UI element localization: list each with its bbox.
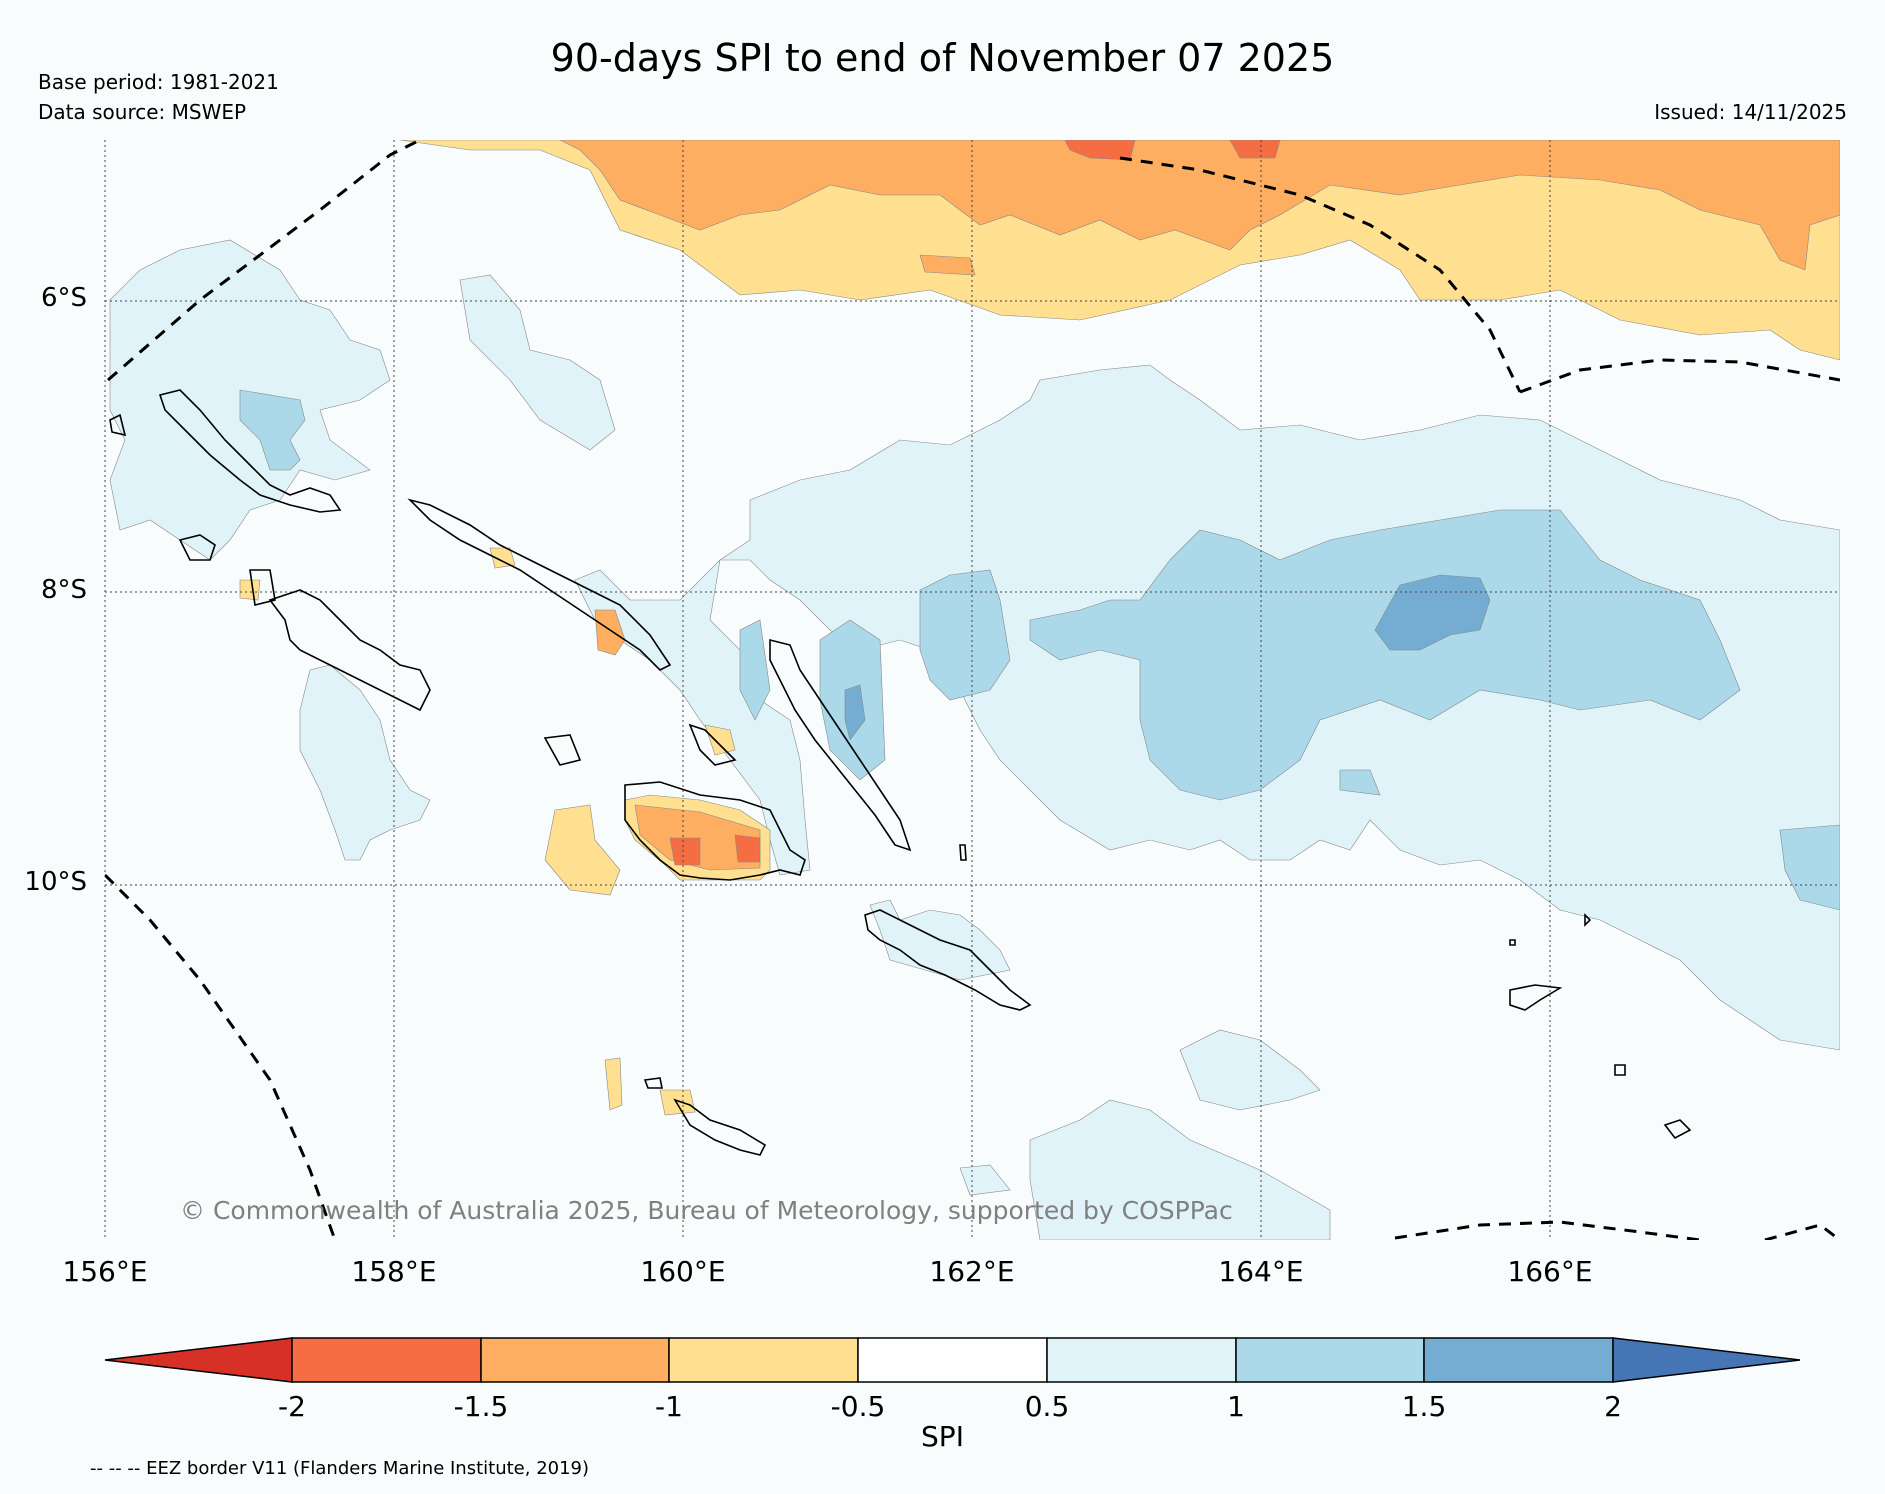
florida-islands-coast — [543, 723, 737, 766]
lon-label-162e: 162°E — [929, 1255, 1015, 1288]
colorbar-bin-4 — [857, 1337, 1048, 1383]
colorbar-tick: -1.5 — [453, 1390, 509, 1423]
colorbar-tick: 1 — [1227, 1390, 1245, 1423]
lat-label-6s: 6°S — [40, 283, 87, 313]
contour-dry-moderate — [559, 140, 1840, 271]
colorbar-tick: -1 — [655, 1390, 683, 1423]
small-islands — [109, 413, 1592, 1089]
colorbar-extend-low — [104, 1337, 293, 1383]
colorbar-tick: -0.5 — [830, 1390, 886, 1423]
colorbar-bin-2 — [480, 1337, 670, 1383]
contour-wet-light-2 — [459, 274, 616, 451]
contour-dry-patch-2-inner — [634, 804, 761, 871]
lon-label-156e: 156°E — [62, 1255, 148, 1288]
colorbar-tick: 2 — [1604, 1390, 1622, 1423]
base-period: Base period: 1981-2021 — [38, 70, 279, 94]
isabel-coast — [769, 638, 912, 852]
data-source: Data source: MSWEP — [38, 100, 247, 124]
colorbar — [104, 1337, 1801, 1383]
contour-wet-moderate — [239, 389, 1840, 911]
new-georgia-coast — [178, 534, 431, 712]
coastlines — [109, 389, 1692, 1156]
contour-dry-moderate-small — [919, 254, 976, 276]
graticule — [104, 140, 1840, 1240]
bougainville-coast — [158, 389, 342, 513]
colorbar-tick: 1.5 — [1401, 1390, 1447, 1423]
lon-label-160e: 160°E — [640, 1255, 726, 1288]
copyright-credit: © Commonwealth of Australia 2025, Bureau… — [180, 1196, 1233, 1225]
rennell-coast — [673, 1098, 767, 1156]
guadalcanal-coast — [624, 781, 806, 881]
contour-dry-patch-4 — [239, 547, 736, 1116]
colorbar-label: SPI — [921, 1420, 964, 1453]
contour-dry-patch-3 — [594, 609, 626, 656]
lat-label-8s: 8°S — [40, 575, 87, 605]
issued-date: Issued: 14/11/2025 — [1654, 100, 1847, 124]
contour-wet-patch-west — [299, 664, 431, 861]
eez-borders — [105, 140, 1840, 1240]
contour-dry-severe — [1064, 140, 1281, 161]
temotu-coast — [1509, 984, 1692, 1140]
colorbar-bin-3 — [668, 1337, 859, 1383]
lon-label-166e: 166°E — [1507, 1255, 1593, 1288]
lon-label-164e: 164°E — [1218, 1255, 1304, 1288]
eez-legend-note: -- -- -- EEZ border V11 (Flanders Marine… — [90, 1458, 590, 1479]
colorbar-tick: -2 — [278, 1390, 306, 1423]
lat-label-10s: 10°S — [24, 867, 87, 897]
colorbar-bin-6 — [1235, 1337, 1425, 1383]
colorbar-bin-5 — [1046, 1337, 1237, 1383]
contour-wet-patch-south-1 — [959, 1029, 1331, 1240]
lon-label-158e: 158°E — [351, 1255, 437, 1288]
colorbar-bin-7 — [1423, 1337, 1614, 1383]
contour-dry-patch-2-core — [669, 834, 761, 866]
colorbar-extend-high — [1612, 1337, 1801, 1383]
colorbar-tick: 0.5 — [1024, 1390, 1070, 1423]
colorbar-bin-1 — [291, 1337, 482, 1383]
spi-contours — [109, 140, 1840, 1240]
choiseul-coast — [407, 498, 672, 671]
contour-dry-patch-1 — [544, 804, 621, 896]
makira-coast — [864, 909, 1032, 1011]
map-title: 90-days SPI to end of November 07 2025 — [550, 36, 1335, 80]
